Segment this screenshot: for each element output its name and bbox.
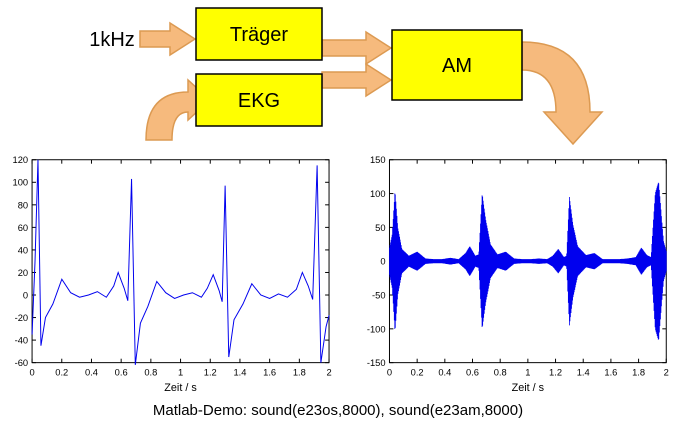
matlab-demo-caption: Matlab-Demo: sound(e23os,8000), sound(e2… bbox=[152, 402, 524, 419]
svg-text:0.4: 0.4 bbox=[85, 367, 98, 377]
svg-text:-150: -150 bbox=[367, 358, 386, 368]
svg-text:1.2: 1.2 bbox=[549, 367, 562, 377]
svg-text:0: 0 bbox=[387, 367, 392, 377]
svg-text:0: 0 bbox=[380, 257, 385, 267]
svg-text:0.8: 0.8 bbox=[144, 367, 157, 377]
am-plot: 0 0.2 0.4 0.6 0.8 1 1.2 1.4 1.6 1.8 2 -150 -100 -50 0 5… bbox=[367, 155, 669, 394]
diagram-blocks bbox=[195, 7, 523, 127]
svg-text:2: 2 bbox=[326, 367, 331, 377]
ekg-label: EKG bbox=[238, 90, 280, 112]
svg-text:0.2: 0.2 bbox=[55, 367, 68, 377]
svg-text:0.4: 0.4 bbox=[438, 367, 451, 377]
svg-text:0: 0 bbox=[29, 367, 34, 377]
svg-text:150: 150 bbox=[370, 155, 386, 165]
svg-text:1.8: 1.8 bbox=[293, 367, 306, 377]
svg-text:0.6: 0.6 bbox=[466, 367, 479, 377]
svg-text:1.6: 1.6 bbox=[263, 367, 276, 377]
svg-text:20: 20 bbox=[18, 268, 28, 278]
svg-text:100: 100 bbox=[370, 189, 386, 199]
svg-text:40: 40 bbox=[18, 245, 28, 255]
svg-text:1.2: 1.2 bbox=[204, 367, 217, 377]
svg-text:120: 120 bbox=[13, 155, 29, 165]
diagram-arrows bbox=[139, 21, 604, 146]
svg-text:1.6: 1.6 bbox=[604, 367, 617, 377]
traeger-box bbox=[195, 7, 323, 61]
block-diagram: 1kHz Träger EKG AM bbox=[89, 7, 604, 146]
svg-text:100: 100 bbox=[13, 178, 29, 188]
svg-text:1.4: 1.4 bbox=[577, 367, 590, 377]
input-signal-label: 1kHz bbox=[89, 29, 135, 51]
svg-text:0.2: 0.2 bbox=[411, 367, 424, 377]
charts-row: 0 0.2 0.4 0.6 0.8 1 1.2 1.4 1.6 1.8 2 -60 -40 -20 0 20 4… bbox=[0, 148, 676, 400]
ekg-box bbox=[195, 73, 323, 127]
svg-text:-50: -50 bbox=[372, 290, 386, 300]
svg-text:0.8: 0.8 bbox=[494, 367, 507, 377]
svg-text:Zeit / s: Zeit / s bbox=[512, 382, 545, 394]
svg-text:-60: -60 bbox=[15, 358, 29, 368]
svg-text:50: 50 bbox=[375, 223, 385, 233]
am-box bbox=[391, 29, 523, 101]
svg-text:2: 2 bbox=[664, 367, 669, 377]
svg-text:60: 60 bbox=[18, 223, 28, 233]
traeger-label: Träger bbox=[230, 24, 289, 46]
diagram-labels: 1kHz Träger EKG AM bbox=[89, 24, 472, 112]
svg-text:0: 0 bbox=[23, 290, 28, 300]
svg-text:80: 80 bbox=[18, 200, 28, 210]
svg-text:0.6: 0.6 bbox=[115, 367, 128, 377]
traeger-to-am-arrow bbox=[321, 30, 393, 66]
svg-text:-20: -20 bbox=[15, 313, 29, 323]
ekg-to-am-arrow bbox=[321, 62, 393, 98]
input-arrow bbox=[139, 21, 197, 57]
svg-text:-100: -100 bbox=[367, 324, 386, 334]
am-label: AM bbox=[442, 55, 472, 77]
svg-text:1: 1 bbox=[178, 367, 183, 377]
svg-text:1: 1 bbox=[525, 367, 530, 377]
svg-text:Zeit / s: Zeit / s bbox=[164, 382, 197, 394]
svg-text:1.8: 1.8 bbox=[632, 367, 645, 377]
svg-text:1.4: 1.4 bbox=[233, 367, 246, 377]
am-output-arrow bbox=[521, 41, 604, 146]
svg-text:-40: -40 bbox=[15, 336, 29, 346]
ekg-plot: 0 0.2 0.4 0.6 0.8 1 1.2 1.4 1.6 1.8 2 -60 -40 -20 0 20 4… bbox=[13, 155, 332, 394]
